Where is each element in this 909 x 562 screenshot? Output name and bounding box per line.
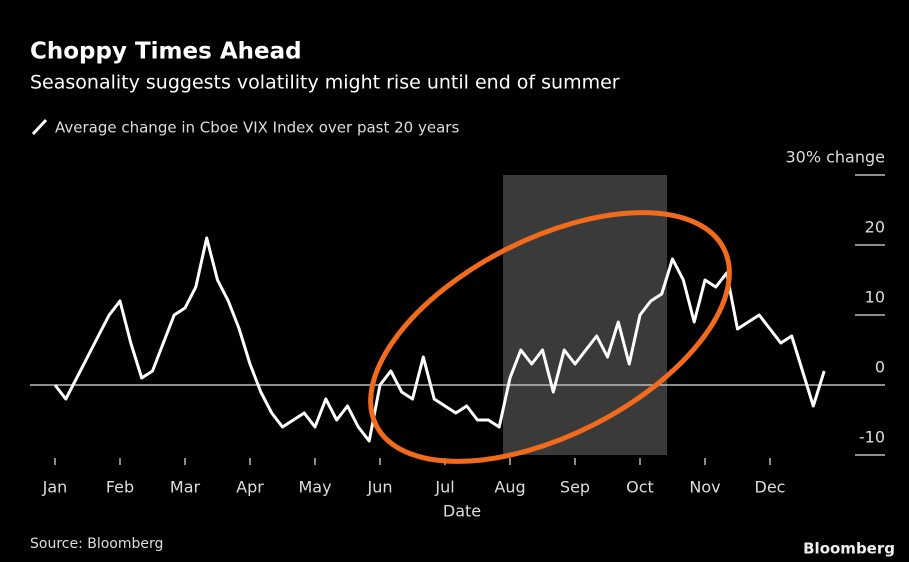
y-tick-label: 20 [865,218,885,237]
x-tick-label: Sep [560,478,590,497]
x-tick-label: Nov [689,478,720,497]
y-tick-label: 0 [875,358,885,377]
x-tick-label: Dec [755,478,786,497]
y-tick-label: -10 [859,428,885,447]
x-tick-label: Oct [626,478,654,497]
brand: Bloomberg [803,540,895,558]
series-line [53,236,826,443]
legend-swatch [31,118,48,136]
x-tick-label: Aug [494,478,525,497]
x-tick-label: Jun [367,478,393,497]
x-tick-label: May [298,478,331,497]
y-tick-label: 30% change [785,148,885,167]
x-tick-label: Apr [236,478,264,497]
x-tick-label: Mar [170,478,201,497]
x-tick-label: Jul [434,478,454,497]
plot: 30% change 20 10 0 -10 Jan Feb Mar Apr May Jun Jul A… [30,148,885,497]
y-tick-label: 10 [865,288,885,307]
x-tick-label: Jan [42,478,68,497]
chart-title: Choppy Times Ahead [30,39,302,65]
x-axis-label: Date [443,502,481,521]
annotation-ellipse [368,210,732,464]
x-tick-label: Feb [106,478,134,497]
highlight-band [503,175,667,455]
legend-label: Average change in Cboe VIX Index over pa… [55,119,459,137]
source: Source: Bloomberg [30,536,163,552]
chart-subtitle: Seasonality suggests volatility might ri… [30,72,620,94]
